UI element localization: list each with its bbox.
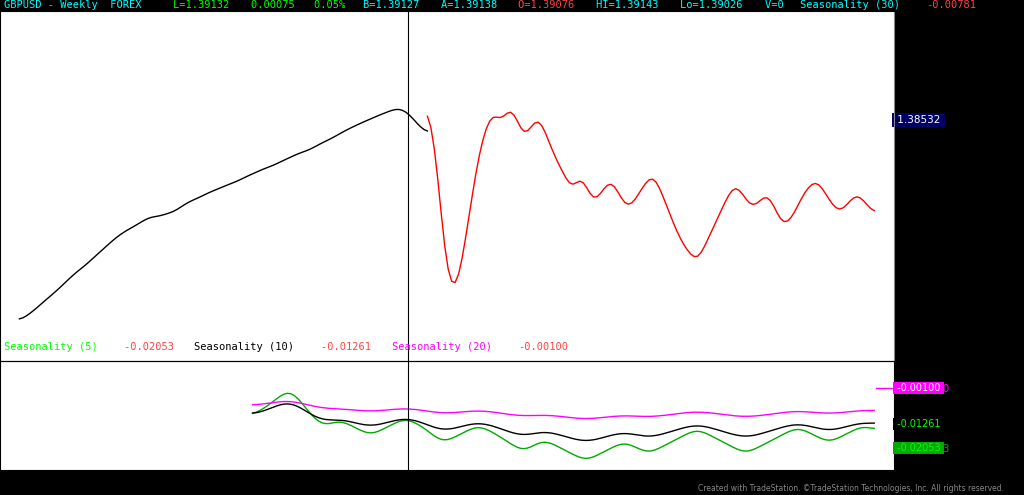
Text: Seasonality (30): Seasonality (30) <box>800 0 912 10</box>
Text: -0.02053: -0.02053 <box>124 343 186 352</box>
Text: O=1.39076: O=1.39076 <box>518 0 587 10</box>
Text: V=0: V=0 <box>765 0 796 10</box>
Text: Seasonality (20): Seasonality (20) <box>391 343 504 352</box>
Text: A=1.39138: A=1.39138 <box>441 0 510 10</box>
Text: B=1.39127: B=1.39127 <box>364 0 432 10</box>
Text: 1.38532: 1.38532 <box>894 115 943 125</box>
Text: -0.00781: -0.00781 <box>927 0 977 10</box>
Text: -0.00100: -0.00100 <box>894 384 943 394</box>
Text: Seasonality (10): Seasonality (10) <box>195 343 307 352</box>
Text: Created with TradeStation. ©TradeStation Technologies, Inc. All rights reserved.: Created with TradeStation. ©TradeStation… <box>697 484 1004 493</box>
Text: Lo=1.39026: Lo=1.39026 <box>680 0 755 10</box>
Text: -0.01261: -0.01261 <box>322 343 384 352</box>
Text: 0.00075: 0.00075 <box>251 0 307 10</box>
Text: -0.00100: -0.00100 <box>518 343 568 352</box>
Text: 0.05%: 0.05% <box>314 0 358 10</box>
Text: -0.01261: -0.01261 <box>894 419 943 429</box>
Text: L=1.39132: L=1.39132 <box>173 0 242 10</box>
Text: GBPUSD - Weekly  FOREX: GBPUSD - Weekly FOREX <box>4 0 155 10</box>
Text: -0.02053: -0.02053 <box>894 443 943 452</box>
Text: Seasonality (5): Seasonality (5) <box>4 343 111 352</box>
Text: HI=1.39143: HI=1.39143 <box>596 0 671 10</box>
